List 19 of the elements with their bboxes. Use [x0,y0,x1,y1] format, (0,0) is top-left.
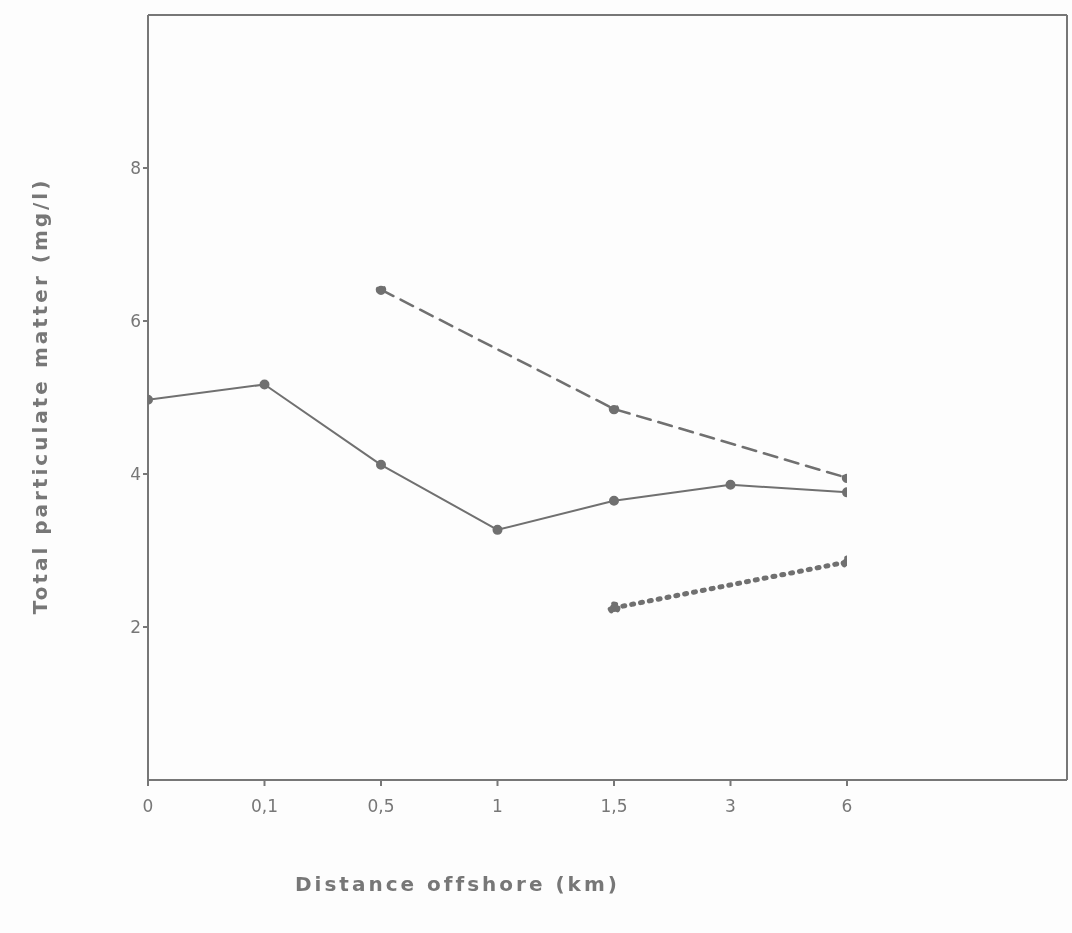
y-tick-label: 4 [130,464,141,485]
y-axis-title: Total particulate matter (mg/l) [28,177,52,615]
x-tick-label: 6 [841,796,853,817]
point [725,479,736,490]
x-axis-title: Distance offshore (km) [295,872,620,896]
point [375,284,387,295]
point [492,524,503,535]
x-tick-label: 0 [142,796,154,817]
y-tick-label: 2 [130,617,141,638]
point [376,459,386,470]
point [609,495,619,506]
x-tick-label: 0,5 [367,796,395,817]
point [259,379,270,390]
y-tick-label: 8 [130,158,141,179]
x-tick-label: 1 [492,796,503,817]
y-tick-label: 6 [130,311,141,332]
x-tick-label: 3 [725,796,736,817]
x-tick-label: 0,1 [250,796,279,817]
x-tick-label: 1,5 [600,796,628,817]
